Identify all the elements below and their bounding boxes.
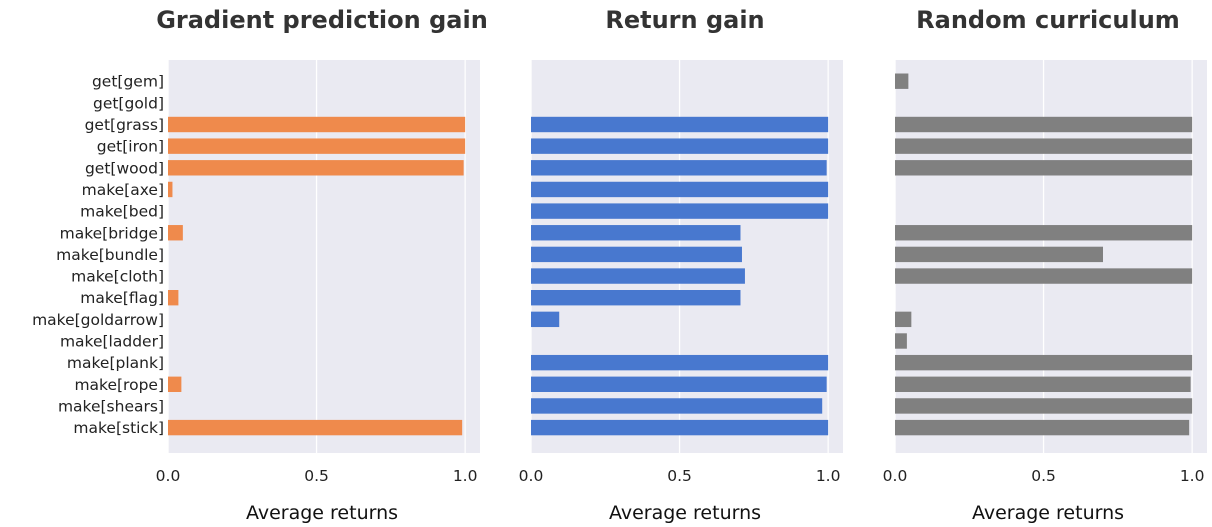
bar — [531, 376, 827, 392]
bar — [168, 419, 463, 436]
bar — [531, 138, 829, 154]
x-tick-label: 0.5 — [304, 467, 329, 485]
x-axis-label: Average returns — [609, 502, 761, 524]
bar — [168, 225, 183, 241]
y-tick-label: make[bridge] — [60, 224, 164, 242]
bar — [168, 116, 466, 133]
y-tick-label: make[axe] — [82, 181, 164, 199]
bar — [895, 225, 1193, 241]
bar — [895, 354, 1193, 371]
chart-panel-1: Gradient prediction gain 0.0 0.5 1.0 get[gem… — [32, 6, 488, 524]
bar — [168, 376, 182, 392]
bar — [531, 181, 829, 198]
bar — [895, 73, 909, 89]
bar — [895, 419, 1190, 436]
bar — [531, 268, 745, 284]
bar — [895, 116, 1193, 133]
bar — [895, 246, 1103, 263]
y-tick-label: make[ladder] — [60, 333, 164, 351]
bar — [895, 268, 1193, 284]
bar — [168, 160, 464, 176]
bar — [895, 333, 907, 349]
x-tick-label: 0.5 — [1031, 467, 1056, 485]
bar — [895, 160, 1193, 176]
bar — [531, 116, 829, 133]
bar — [895, 311, 912, 328]
bar — [531, 203, 829, 219]
bar — [531, 311, 560, 328]
bar — [531, 290, 741, 306]
y-tick-label: make[cloth] — [71, 268, 164, 286]
chart-panel-2: Return gain 0.0 0.5 1.0 Average returns — [519, 6, 843, 524]
x-tick-label: 0.5 — [667, 467, 692, 485]
chart-panel-3: Random curriculum 0.0 0.5 1.0 Average return… — [883, 6, 1207, 524]
bar — [895, 398, 1193, 414]
y-tick-label: make[plank] — [67, 354, 164, 372]
y-tick-label: get[gold] — [93, 94, 164, 112]
x-tick-label: 0.0 — [883, 467, 908, 485]
bar — [531, 398, 823, 414]
chart-title: Return gain — [605, 6, 764, 34]
bar — [168, 181, 173, 198]
bar — [895, 376, 1191, 392]
y-tick-label: get[wood] — [85, 159, 164, 177]
y-tick-label: get[gem] — [92, 73, 164, 91]
bar — [531, 354, 829, 371]
x-axis-label: Average returns — [246, 502, 398, 524]
y-tick-label: make[shears] — [58, 397, 164, 415]
y-tick-label: make[flag] — [80, 289, 164, 307]
bar — [895, 138, 1193, 154]
x-tick-label: 0.0 — [519, 467, 544, 485]
y-tick-label: make[bed] — [80, 203, 164, 221]
chart-title: Gradient prediction gain — [156, 6, 488, 34]
bar — [168, 138, 466, 154]
x-tick-label: 1.0 — [816, 467, 841, 485]
bar — [168, 290, 179, 306]
x-tick-label: 0.0 — [156, 467, 181, 485]
x-tick-label: 1.0 — [1180, 467, 1205, 485]
x-axis-label: Average returns — [972, 502, 1124, 524]
chart-title: Random curriculum — [916, 6, 1180, 34]
y-tick-label: get[iron] — [97, 138, 164, 156]
y-tick-label: make[rope] — [74, 376, 164, 394]
bar — [531, 160, 827, 176]
y-tick-label: make[bundle] — [56, 246, 164, 264]
bar — [531, 225, 741, 241]
x-tick-label: 1.0 — [453, 467, 478, 485]
y-tick-label: get[grass] — [85, 116, 164, 134]
bar — [531, 419, 829, 436]
bar — [531, 246, 742, 263]
y-tick-label: make[stick] — [73, 419, 164, 437]
y-tick-label: make[goldarrow] — [32, 311, 164, 329]
